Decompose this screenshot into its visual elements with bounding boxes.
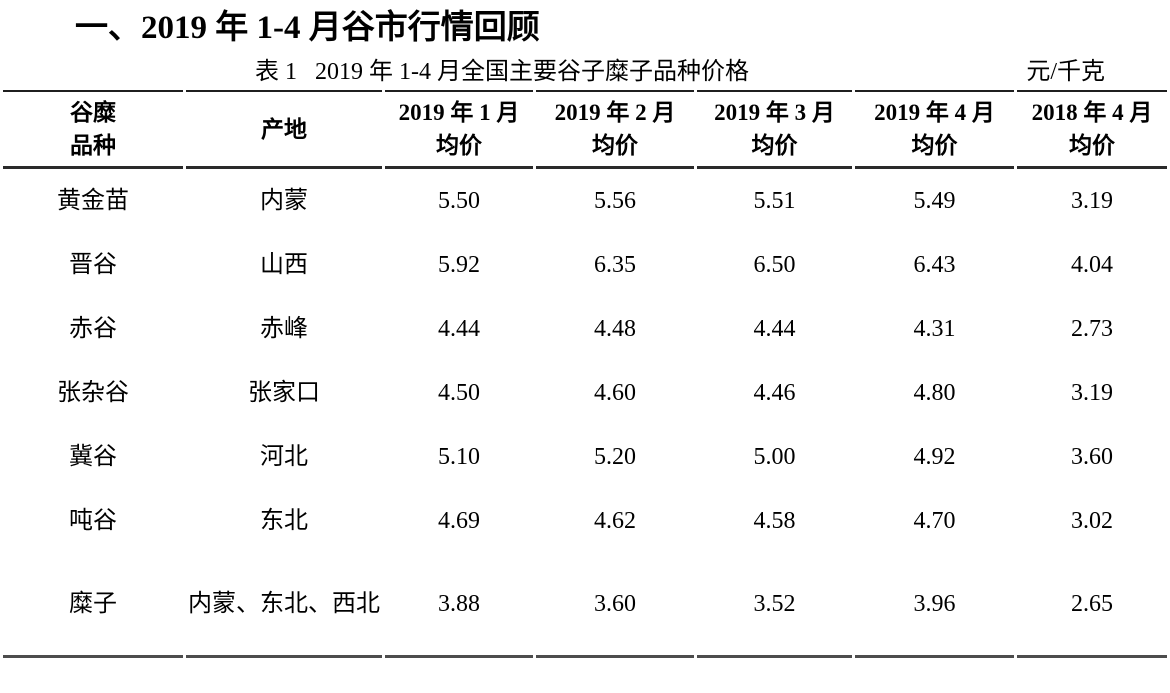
- header-line: 均价: [592, 133, 638, 158]
- origin-cell: 赤峰: [260, 316, 308, 342]
- variety-cell: 冀谷: [69, 444, 117, 470]
- column-header-2019-04: 2019 年 4 月 均价: [855, 90, 1014, 169]
- price-cell: 6.50: [753, 252, 796, 278]
- variety-cell: 张杂谷: [57, 380, 129, 406]
- price-table: 谷糜 品种 产地 2019 年 1 月 均价 2019 年 2 月 均价 201…: [0, 90, 1170, 658]
- variety-cell: 吨谷: [69, 508, 117, 534]
- column-header-2019-02: 2019 年 2 月 均价: [536, 90, 694, 169]
- origin-cell: 河北: [260, 444, 308, 470]
- price-cell: 4.46: [753, 380, 796, 406]
- header-line: 品种: [70, 133, 116, 158]
- price-cell: 3.60: [1071, 444, 1113, 470]
- table-row: 黄金苗 内蒙 5.50 5.56 5.51 5.49 3.19: [3, 169, 1167, 233]
- price-cell: 4.60: [594, 380, 636, 406]
- price-cell: 5.51: [753, 188, 796, 214]
- price-cell: 4.31: [913, 316, 956, 342]
- price-cell: 6.43: [913, 252, 956, 278]
- header-line: 2019 年 4 月: [874, 100, 995, 125]
- price-cell: 4.80: [913, 380, 956, 406]
- column-header-variety: 谷糜 品种: [3, 90, 183, 169]
- price-cell: 4.58: [753, 508, 796, 534]
- table-caption-row: 表 1 2019 年 1-4 月全国主要谷子糜子品种价格 元/千克: [0, 52, 1170, 90]
- header-line: 均价: [436, 133, 482, 158]
- header-line: 均价: [1069, 133, 1115, 158]
- column-header-2019-01: 2019 年 1 月 均价: [385, 90, 533, 169]
- unit-label: 元/千克: [1026, 59, 1105, 85]
- price-cell: 5.20: [594, 444, 636, 470]
- variety-cell: 黄金苗: [57, 188, 129, 214]
- price-cell: 4.44: [438, 316, 480, 342]
- table-caption: 表 1 2019 年 1-4 月全国主要谷子糜子品种价格: [255, 58, 749, 86]
- origin-cell: 山西: [260, 252, 308, 278]
- variety-cell: 晋谷: [69, 252, 117, 278]
- price-cell: 3.02: [1071, 508, 1113, 534]
- table-caption-title: 2019 年 1-4 月全国主要谷子糜子品种价格: [315, 59, 749, 85]
- origin-cell: 内蒙、东北、西北: [186, 553, 382, 658]
- header-line: 2018 年 4 月: [1031, 100, 1153, 125]
- table-row: 晋谷 山西 5.92 6.35 6.50 6.43 4.04: [3, 233, 1167, 297]
- price-cell: 3.19: [1071, 380, 1113, 406]
- header-line: 2019 年 3 月: [714, 100, 835, 125]
- price-cell: 3.96: [855, 553, 1014, 658]
- price-cell: 3.60: [536, 553, 694, 658]
- variety-cell: 赤谷: [69, 316, 117, 342]
- price-cell: 5.49: [913, 188, 956, 214]
- table-row: 赤谷 赤峰 4.44 4.48 4.44 4.31 2.73: [3, 297, 1167, 361]
- table-caption-label: 表 1: [255, 59, 297, 85]
- price-cell: 4.62: [594, 508, 636, 534]
- price-cell: 4.04: [1071, 252, 1113, 278]
- header-line: 均价: [911, 133, 958, 158]
- price-cell: 4.92: [913, 444, 956, 470]
- price-cell: 2.65: [1017, 553, 1167, 658]
- price-cell: 5.00: [753, 444, 796, 470]
- table-row: 糜子 内蒙、东北、西北 3.88 3.60 3.52 3.96 2.65: [3, 553, 1167, 658]
- price-cell: 3.52: [697, 553, 852, 658]
- header-line: 2019 年 1 月: [398, 100, 520, 125]
- price-cell: 4.70: [913, 508, 956, 534]
- price-cell: 3.88: [385, 553, 533, 658]
- column-header-2019-03: 2019 年 3 月 均价: [697, 90, 852, 169]
- price-cell: 5.56: [594, 188, 636, 214]
- header-line: 产地: [261, 116, 307, 142]
- origin-cell: 张家口: [248, 380, 320, 406]
- price-cell: 5.10: [438, 444, 480, 470]
- header-line: 谷糜: [70, 100, 116, 125]
- column-header-origin: 产地: [186, 90, 382, 169]
- price-cell: 3.19: [1071, 188, 1113, 214]
- header-row: 谷糜 品种 产地 2019 年 1 月 均价 2019 年 2 月 均价 201…: [3, 90, 1167, 169]
- table-row: 吨谷 东北 4.69 4.62 4.58 4.70 3.02: [3, 489, 1167, 553]
- price-cell: 4.44: [753, 316, 796, 342]
- origin-cell: 内蒙: [260, 188, 308, 214]
- variety-cell: 糜子: [3, 553, 183, 658]
- section-heading: 一、2019 年 1-4 月谷市行情回顾: [75, 10, 540, 46]
- price-cell: 5.92: [438, 252, 480, 278]
- price-cell: 6.35: [594, 252, 636, 278]
- price-cell: 4.48: [594, 316, 636, 342]
- header-line: 均价: [751, 133, 798, 158]
- price-cell: 5.50: [438, 188, 480, 214]
- table-row: 冀谷 河北 5.10 5.20 5.00 4.92 3.60: [3, 425, 1167, 489]
- origin-cell: 东北: [260, 508, 308, 534]
- column-header-2018-04: 2018 年 4 月 均价: [1017, 90, 1167, 169]
- price-cell: 2.73: [1071, 316, 1113, 342]
- table-row: 张杂谷 张家口 4.50 4.60 4.46 4.80 3.19: [3, 361, 1167, 425]
- price-cell: 4.50: [438, 380, 480, 406]
- header-line: 2019 年 2 月: [554, 100, 676, 125]
- price-cell: 4.69: [438, 508, 480, 534]
